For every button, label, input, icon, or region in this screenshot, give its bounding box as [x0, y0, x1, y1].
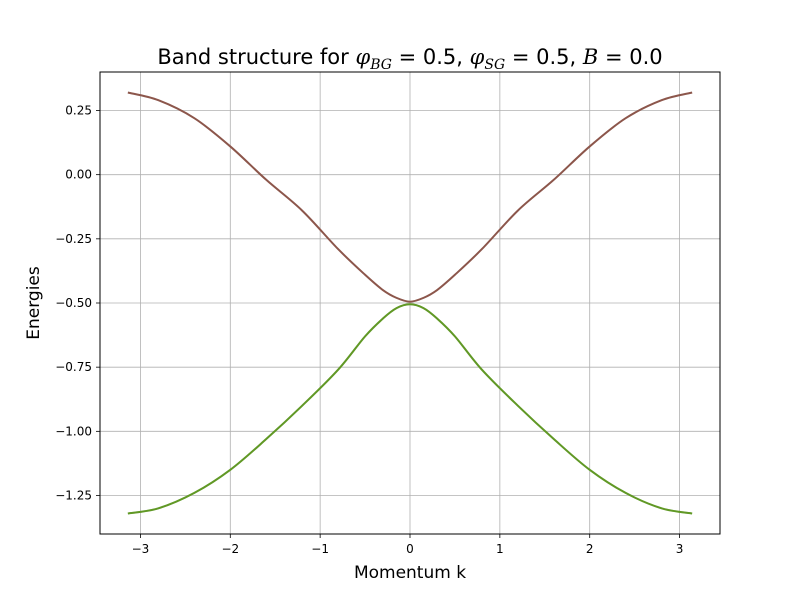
y-tick-label: 0.00 — [65, 168, 92, 182]
y-tick-label: −0.75 — [55, 360, 92, 374]
series-lines — [127, 91, 693, 515]
title-separator: , — [456, 45, 469, 69]
x-tick-label: 1 — [496, 542, 504, 556]
title-relation: = — [505, 45, 536, 69]
title-symbol: φ — [355, 45, 370, 69]
series-line-1 — [127, 303, 693, 515]
title-subscript: SG — [484, 57, 505, 73]
title-value: 0.5 — [423, 45, 456, 69]
y-tick-label: 0.25 — [65, 104, 92, 118]
x-tick-label: −1 — [311, 542, 329, 556]
x-axis-label: Momentum k — [354, 563, 466, 583]
x-tick-label: 2 — [586, 542, 594, 556]
grid — [100, 72, 720, 534]
x-tick-label: 3 — [676, 542, 684, 556]
y-tick-label: −1.25 — [55, 489, 92, 503]
title-symbol: φ — [470, 45, 485, 69]
y-axis-label: Energies — [24, 266, 44, 340]
title-relation: = — [392, 45, 423, 69]
title-subscript: BG — [369, 57, 392, 73]
ticks: −3 −2 −1 0 1 2 3 0.25 0.00 −0.25 −0.50 −0.75 −1.00 −1… — [55, 104, 683, 557]
x-tick-label: −2 — [221, 542, 239, 556]
title-value: 0.0 — [629, 45, 662, 69]
title-separator: , — [570, 45, 583, 69]
series-line-2 — [127, 303, 693, 515]
title-relation: = — [598, 45, 629, 69]
chart-title: Band structure for φBG = 0.5, φSG = 0.5,… — [157, 45, 662, 73]
y-tick-label: −0.25 — [55, 232, 92, 246]
series-line-0 — [127, 91, 693, 303]
x-tick-label: −3 — [132, 542, 150, 556]
y-tick-label: −1.00 — [55, 424, 92, 438]
title-symbol: B — [582, 45, 598, 69]
title-prefix: Band structure for — [157, 45, 355, 69]
y-tick-label: −0.50 — [55, 296, 92, 310]
title-value: 0.5 — [536, 45, 569, 69]
x-tick-label: 0 — [406, 542, 414, 556]
